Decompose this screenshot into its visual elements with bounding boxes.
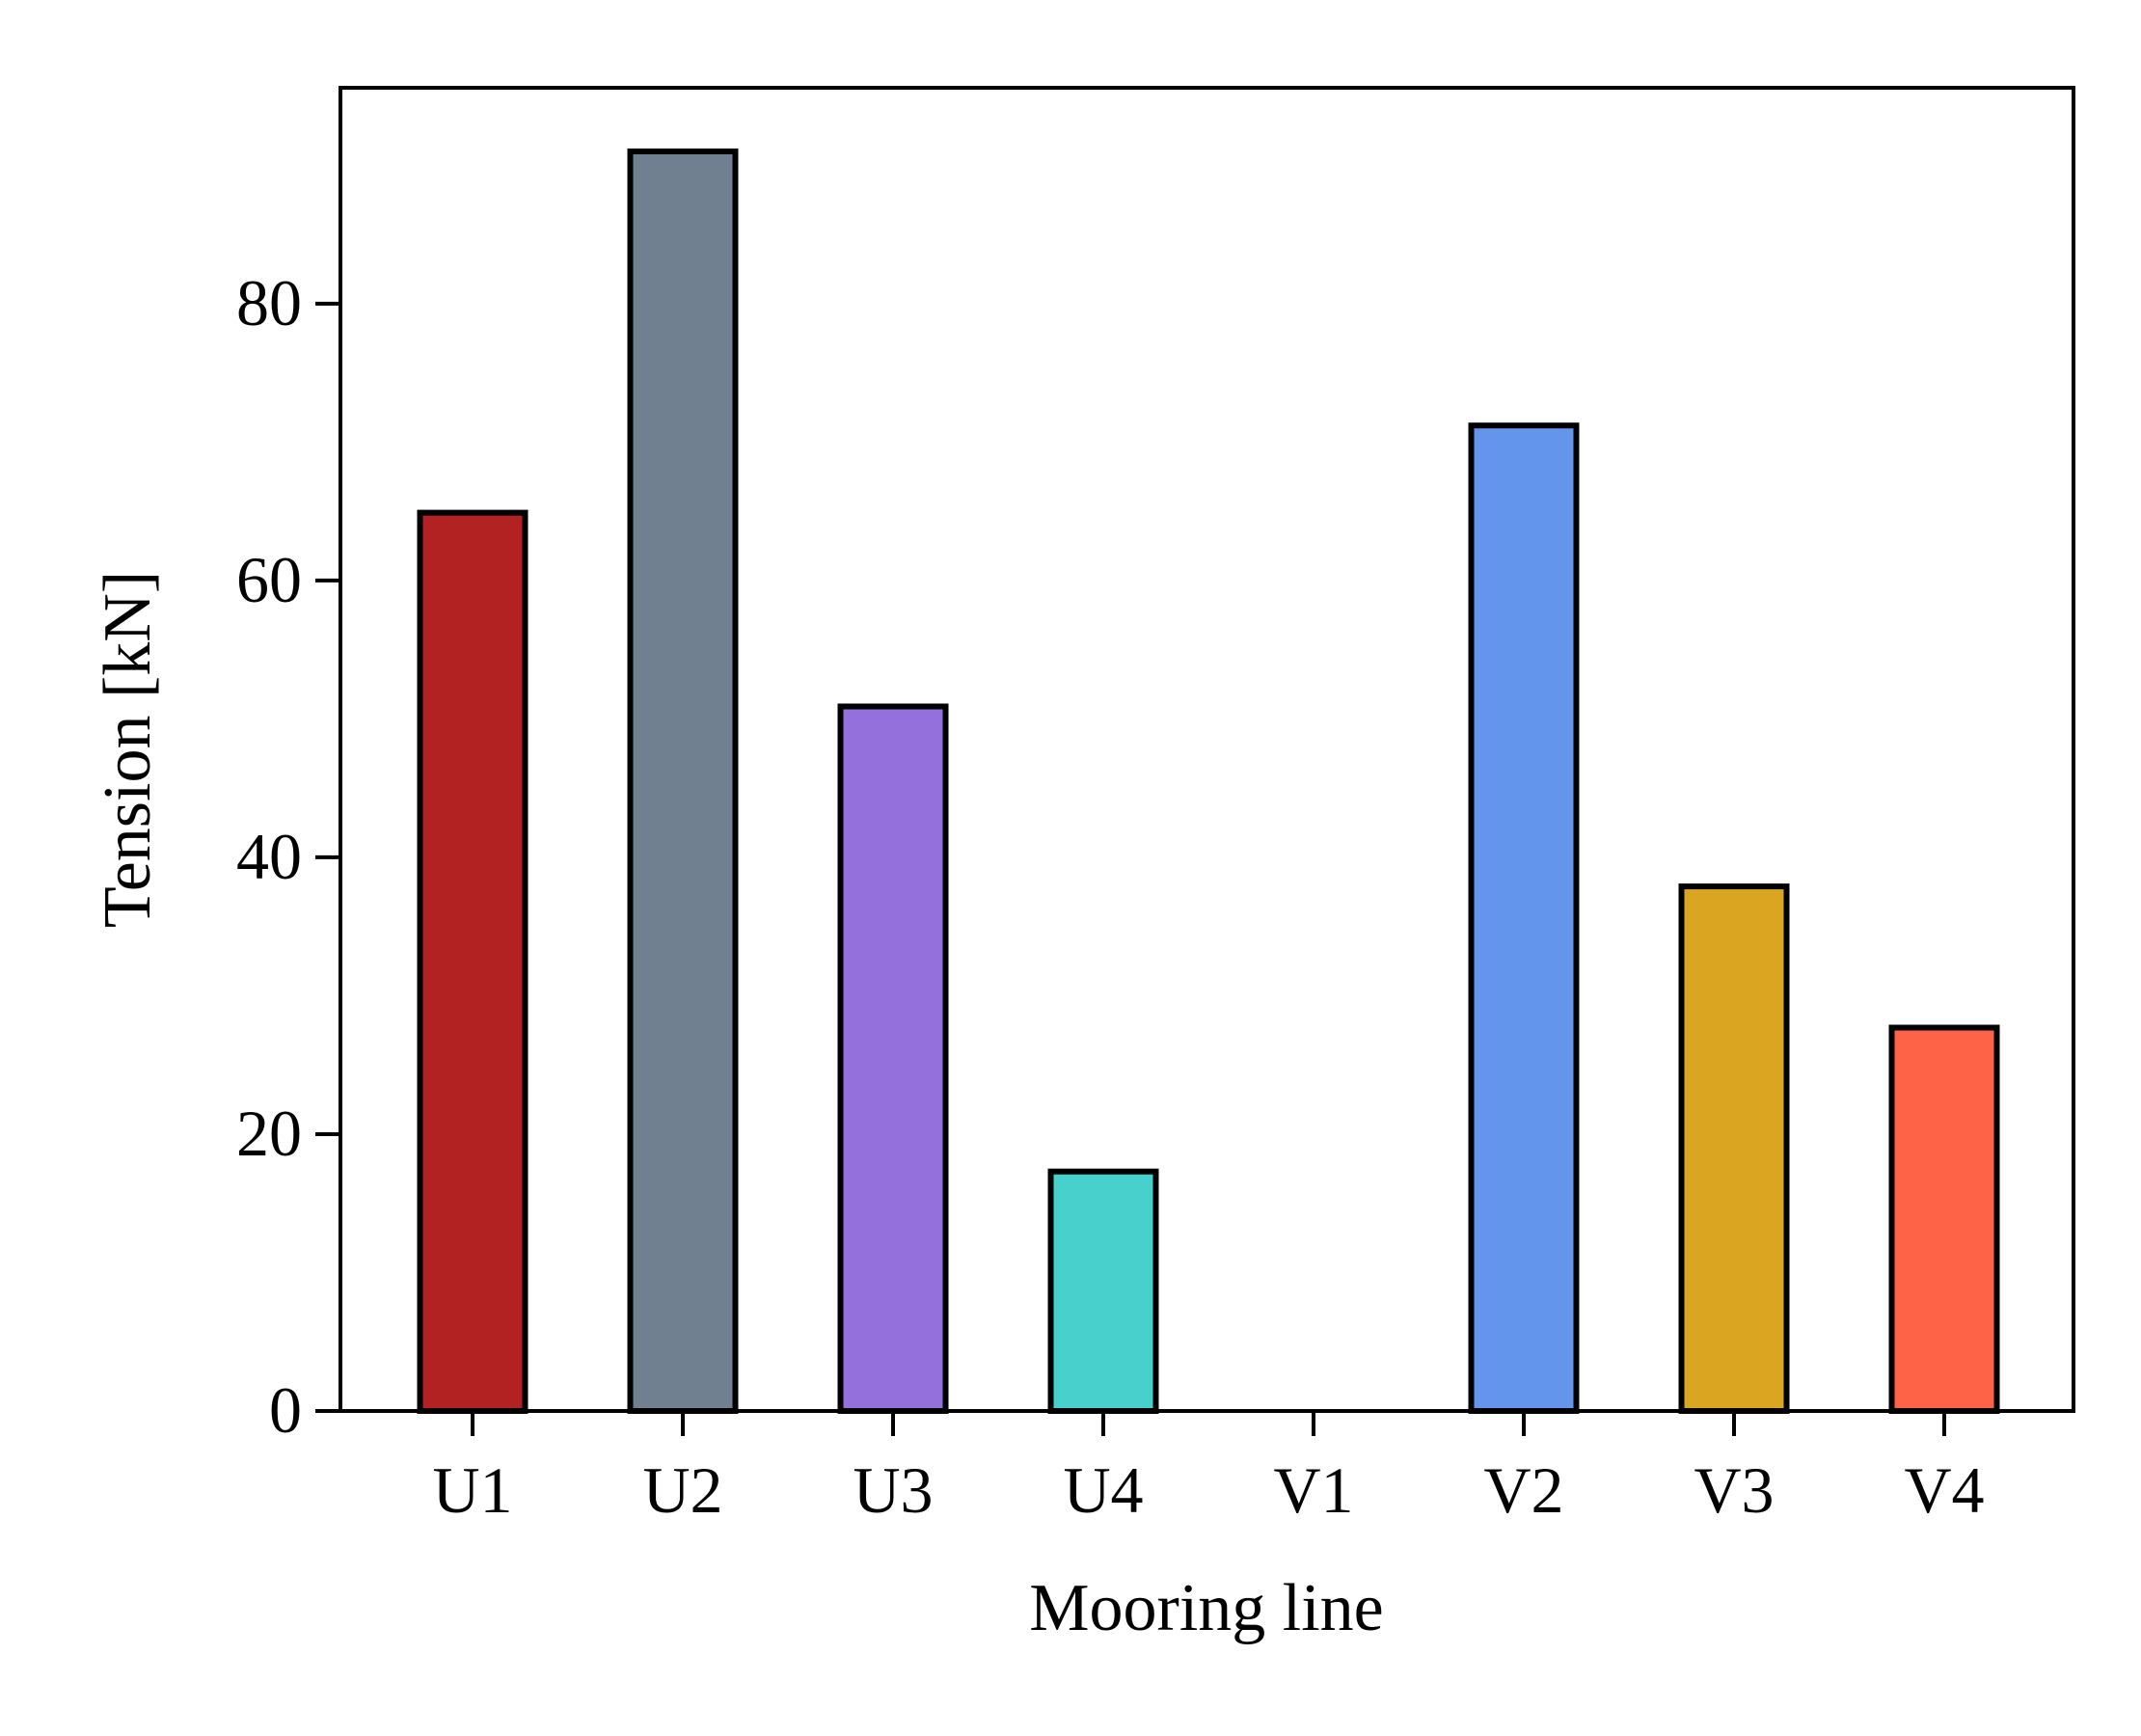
- x-tick-label-u2: U2: [642, 1453, 722, 1527]
- x-tick-label-v2: V2: [1483, 1453, 1563, 1527]
- x-tick-label-v3: V3: [1694, 1453, 1774, 1527]
- bar-u3: [837, 703, 949, 1414]
- bar-u2: [627, 149, 739, 1414]
- bar-v3: [1678, 883, 1790, 1414]
- bar-u4: [1047, 1168, 1159, 1414]
- x-axis-label: Mooring line: [1029, 1571, 1383, 1645]
- bars-group: [417, 149, 2000, 1414]
- y-tick-label: 60: [236, 543, 302, 616]
- plot-frame: [339, 86, 2075, 1413]
- y-tick-label: 80: [236, 266, 302, 339]
- y-tick-label: 0: [269, 1373, 302, 1447]
- x-axis: U1 U2 U3 U4 V1 V2 V3 V4: [432, 1411, 1985, 1527]
- y-tick-label: 40: [236, 820, 302, 893]
- bar-v4: [1888, 1024, 2000, 1414]
- x-tick-label-v4: V4: [1904, 1453, 1984, 1527]
- y-tick-label: 20: [236, 1097, 302, 1170]
- x-tick-label-v1: V1: [1273, 1453, 1353, 1527]
- x-tick-label-u1: U1: [432, 1453, 512, 1527]
- bar-u1: [417, 509, 528, 1414]
- y-axis-label: Tension [kN]: [91, 571, 165, 928]
- x-tick-label-u3: U3: [853, 1453, 933, 1527]
- y-axis: 0 20 40 60 80: [236, 266, 340, 1447]
- bar-v2: [1468, 422, 1580, 1414]
- x-tick-label-u4: U4: [1063, 1453, 1143, 1527]
